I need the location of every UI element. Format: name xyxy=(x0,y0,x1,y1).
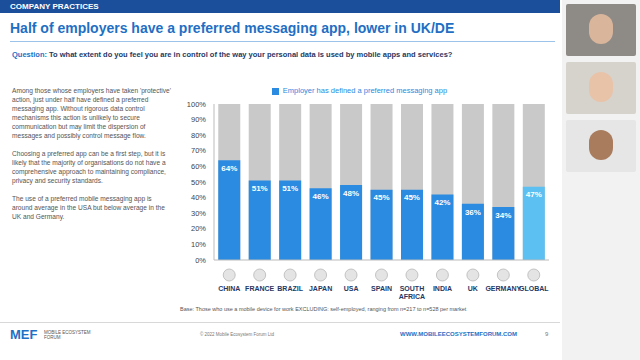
svg-text:45%: 45% xyxy=(404,193,420,202)
svg-text:10%: 10% xyxy=(191,240,206,249)
svg-text:UK: UK xyxy=(468,285,478,292)
svg-text:50%: 50% xyxy=(191,178,206,187)
html-text:Half of employers have a prefe: Half of employers have a preferred messa… xyxy=(10,20,455,36)
svg-text:60%: 60% xyxy=(191,162,206,171)
svg-text:CHINA: CHINA xyxy=(218,285,240,292)
html-text:Base: Those who use a mobile d: Base: Those who use a mobile device for … xyxy=(180,306,467,312)
html-text:Question: To what extent do yo: Question: To what extent do you feel you… xyxy=(12,50,453,59)
html-text:Choosing a preferred app can b: Choosing a preferred app can be a first … xyxy=(12,150,166,184)
svg-text:SOUTHAFRICA: SOUTHAFRICA xyxy=(399,285,425,300)
svg-text:42%: 42% xyxy=(434,198,450,207)
svg-text:80%: 80% xyxy=(191,131,206,140)
svg-text:70%: 70% xyxy=(191,146,206,155)
svg-text:SPAIN: SPAIN xyxy=(371,285,392,292)
svg-text:90%: 90% xyxy=(191,115,206,124)
svg-text:48%: 48% xyxy=(343,189,359,198)
svg-text:BRAZIL: BRAZIL xyxy=(277,285,303,292)
svg-text:0%: 0% xyxy=(195,256,206,265)
svg-text:20%: 20% xyxy=(191,224,206,233)
html-text:WWW.MOBILEECOSYSTEMFORUM.COM: WWW.MOBILEECOSYSTEMFORUM.COM xyxy=(400,331,517,337)
html-text:Employer has defined a preferr: Employer has defined a preferred messagi… xyxy=(282,86,448,95)
svg-text:JAPAN: JAPAN xyxy=(309,285,332,292)
svg-text:GERMANY: GERMANY xyxy=(485,285,521,292)
svg-text:34%: 34% xyxy=(495,211,511,220)
html-text:MOBILE ECOSYSTEM FORUM: MOBILE ECOSYSTEM FORUM xyxy=(44,330,91,340)
svg-text:47%: 47% xyxy=(526,190,542,199)
svg-text:45%: 45% xyxy=(374,193,390,202)
svg-text:40%: 40% xyxy=(191,193,206,202)
svg-text:FRANCE: FRANCE xyxy=(245,285,274,292)
html-text:COMPANY PRACTICES: COMPANY PRACTICES xyxy=(10,2,99,11)
svg-text:USA: USA xyxy=(344,285,359,292)
svg-text:51%: 51% xyxy=(282,184,298,193)
svg-text:GLOBAL: GLOBAL xyxy=(519,285,549,292)
svg-text:64%: 64% xyxy=(221,164,237,173)
svg-text:INDIA: INDIA xyxy=(433,285,452,292)
html-text:The use of a preferred mobile: The use of a preferred mobile messaging … xyxy=(12,195,165,220)
html-text:Among those whose employers ha: Among those whose employers have taken '… xyxy=(12,87,171,139)
svg-text:36%: 36% xyxy=(465,208,481,217)
html-text:9: 9 xyxy=(545,331,549,337)
svg-text:51%: 51% xyxy=(252,184,268,193)
svg-text:30%: 30% xyxy=(191,209,206,218)
html-text:MEF: MEF xyxy=(10,327,38,342)
svg-text:46%: 46% xyxy=(313,192,329,201)
html-text:© 2022 Mobile Ecosystem Forum: © 2022 Mobile Ecosystem Forum Ltd xyxy=(200,332,275,337)
svg-text:100%: 100% xyxy=(187,100,207,109)
